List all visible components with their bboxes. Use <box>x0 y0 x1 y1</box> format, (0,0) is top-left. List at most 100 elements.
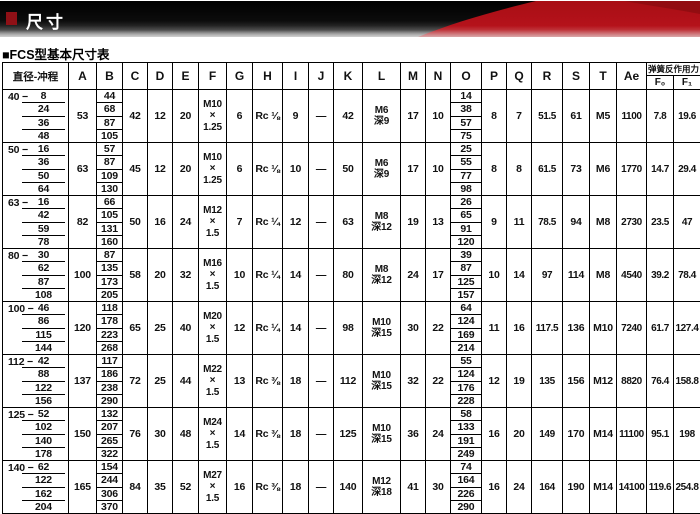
cell-F0: 95.1 <box>647 408 674 461</box>
stack-value: 265 <box>97 435 122 448</box>
cell-H: Rc ⅜ <box>253 355 283 408</box>
cell-J: — <box>309 196 334 249</box>
cell-N: 30 <box>426 461 451 514</box>
stroke-value: 59 <box>22 223 65 236</box>
cell-F1: 47 <box>674 196 700 249</box>
stack-value: 120 <box>451 236 481 248</box>
cell-E: 20 <box>173 90 199 143</box>
cell-S: 136 <box>563 302 590 355</box>
cell-E: 20 <box>173 143 199 196</box>
stroke-value: 16 <box>22 196 65 209</box>
stack-value: 66 <box>97 196 122 209</box>
stack-value: 306 <box>97 488 122 501</box>
cell-R: 51.5 <box>532 90 563 143</box>
cell-D: 25 <box>148 302 173 355</box>
thread-spec-line: M6 <box>363 158 400 170</box>
thread-spec-line: 深12 <box>363 275 400 287</box>
stack-value: 105 <box>97 209 122 222</box>
stack-value: 64 <box>451 302 481 315</box>
stack-value: 98 <box>451 183 481 195</box>
thread-spec-line: 1.5 <box>199 387 226 399</box>
thread-spec-line: M10 <box>363 423 400 435</box>
cell-E: 32 <box>173 249 199 302</box>
stack-value: 87 <box>97 249 122 262</box>
cell-Q: 16 <box>507 302 532 355</box>
cell-A: 150 <box>69 408 97 461</box>
column-header-R: R <box>532 63 563 90</box>
stroke-value: 108 <box>22 289 65 301</box>
stroke-value: 30 <box>22 249 65 262</box>
stack-value: 87 <box>451 262 481 275</box>
cell-P: 16 <box>482 408 507 461</box>
cell-F1: 158.8 <box>674 355 700 408</box>
cell-F: M24×1.5 <box>199 408 227 461</box>
cell-T: M14 <box>590 461 617 514</box>
stack-value: 57 <box>451 117 481 130</box>
stroke-value: 46 <box>22 302 65 315</box>
cell-T: M6 <box>590 143 617 196</box>
cell-I: 12 <box>283 196 309 249</box>
cell-K: 63 <box>334 196 363 249</box>
cell-Q: 7 <box>507 90 532 143</box>
stroke-value: 78 <box>22 236 65 248</box>
cell-E: 40 <box>173 302 199 355</box>
cell-T: M8 <box>590 196 617 249</box>
cell-I: 14 <box>283 249 309 302</box>
cell-Q: 11 <box>507 196 532 249</box>
cell-R: 149 <box>532 408 563 461</box>
cell-I: 18 <box>283 355 309 408</box>
thread-spec-line: 深18 <box>363 487 400 499</box>
thread-spec-line: M20 <box>199 311 226 323</box>
spring-force-header: 弹簧反作用力 <box>647 63 700 76</box>
stack-value: 223 <box>97 329 122 342</box>
cell-T: M14 <box>590 408 617 461</box>
cell-T: M10 <box>590 302 617 355</box>
cell-N: 13 <box>426 196 451 249</box>
thread-spec-line: 深15 <box>363 328 400 340</box>
cell-E: 24 <box>173 196 199 249</box>
stroke-value: 8 <box>22 90 65 103</box>
cell-S: 114 <box>563 249 590 302</box>
cell-D: 12 <box>148 143 173 196</box>
cell-F0: 39.2 <box>647 249 674 302</box>
thread-spec-line: × <box>199 322 226 334</box>
red-square-icon <box>6 12 17 25</box>
cell-G: 6 <box>227 90 253 143</box>
thread-spec-line: 1.5 <box>199 334 226 346</box>
thread-spec-line: × <box>199 481 226 493</box>
cell-F1: 127.4 <box>674 302 700 355</box>
column-header-B: B <box>97 63 123 90</box>
stack-value: 74 <box>451 461 481 474</box>
thread-spec-line: × <box>199 216 226 228</box>
thread-spec-line: 1.5 <box>199 281 226 293</box>
cell-A: 63 <box>69 143 97 196</box>
cell-H: Rc ⅛ <box>253 90 283 143</box>
stroke-value: 48 <box>22 130 65 142</box>
cell-G: 13 <box>227 355 253 408</box>
stroke-value: 122 <box>22 474 65 487</box>
cell-S: 61 <box>563 90 590 143</box>
thread-spec-line: 深9 <box>363 169 400 181</box>
stack-value: 44 <box>97 90 122 103</box>
corner-header: 直径-冲程 <box>3 63 69 90</box>
stroke-value: 178 <box>22 448 65 460</box>
cell-H: Rc ¼ <box>253 196 283 249</box>
cell-D: 16 <box>148 196 173 249</box>
